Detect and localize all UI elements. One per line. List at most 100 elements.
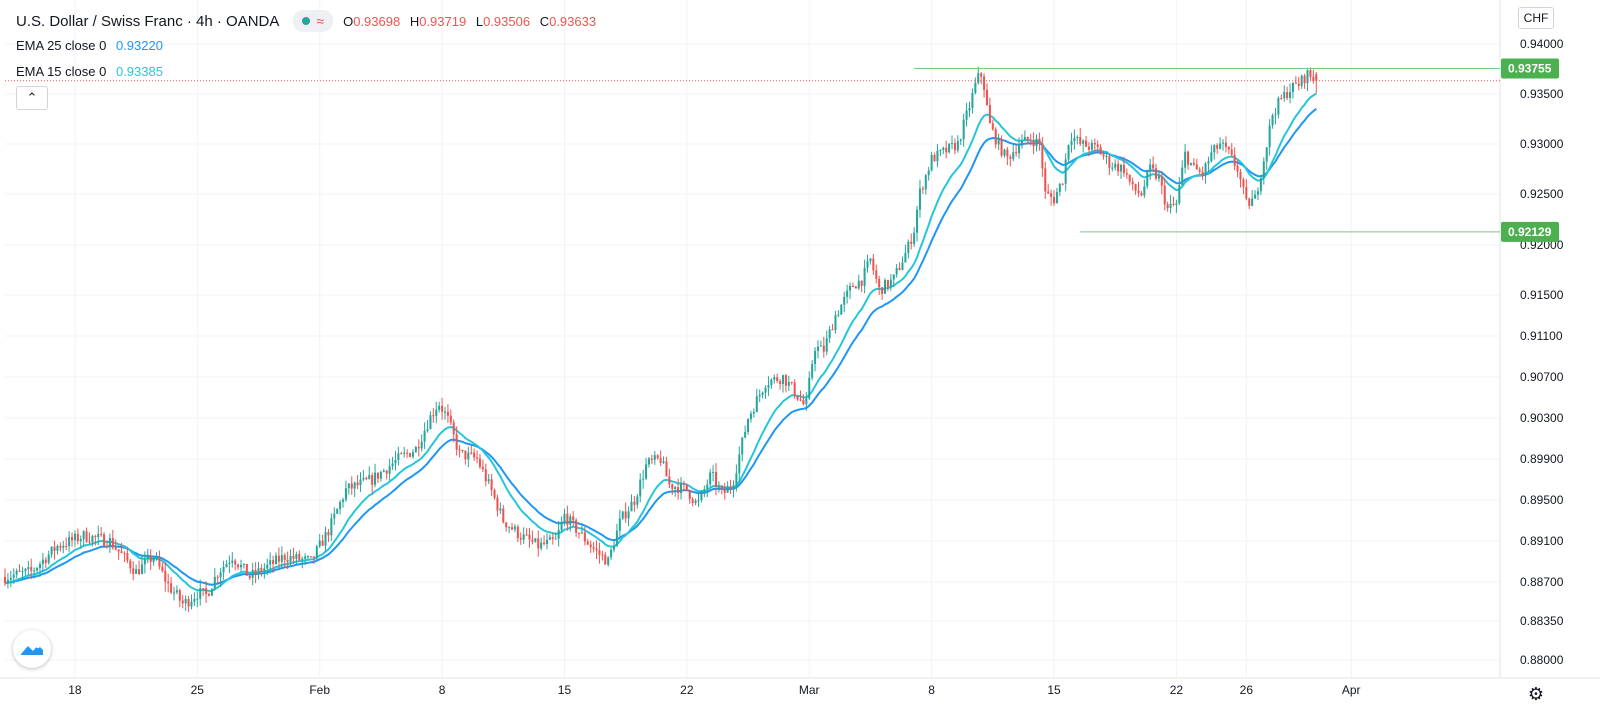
candle-body bbox=[974, 82, 977, 93]
candle-body bbox=[773, 377, 776, 380]
candle-body bbox=[155, 557, 158, 559]
candle-body bbox=[82, 531, 85, 540]
ema25-legend[interactable]: EMA 25 close 0 0.93220 bbox=[16, 38, 163, 53]
candle-body bbox=[808, 377, 811, 399]
close-value: 0.93633 bbox=[549, 13, 597, 29]
candle-body bbox=[103, 534, 106, 546]
candle-body bbox=[968, 107, 971, 111]
candle-body bbox=[586, 541, 589, 545]
candle-body bbox=[1172, 203, 1175, 205]
candle-body bbox=[642, 478, 645, 480]
candle-body bbox=[1219, 143, 1222, 149]
candle-body bbox=[1090, 142, 1093, 150]
candle-body bbox=[1274, 114, 1277, 116]
candle-body bbox=[700, 491, 703, 500]
candle-body bbox=[604, 554, 607, 565]
candle-body bbox=[860, 280, 863, 286]
candle-body bbox=[196, 598, 199, 600]
candle-body bbox=[1009, 156, 1012, 159]
candle-body bbox=[1070, 140, 1073, 146]
candle-body bbox=[266, 564, 269, 569]
candle-body bbox=[668, 476, 671, 485]
candle-body bbox=[135, 569, 138, 574]
candle-body bbox=[222, 566, 225, 573]
candle-body bbox=[1259, 178, 1262, 192]
candle-body bbox=[146, 555, 149, 560]
candle-body bbox=[1294, 82, 1297, 84]
candle-body bbox=[872, 258, 875, 271]
candle-body bbox=[534, 538, 537, 542]
candle-body bbox=[1254, 194, 1257, 199]
tradingview-logo-icon[interactable] bbox=[13, 630, 51, 668]
candle-body bbox=[44, 559, 47, 563]
settings-gear-icon[interactable]: ⚙ bbox=[1527, 684, 1545, 704]
candle-body bbox=[755, 396, 758, 413]
candle-body bbox=[341, 499, 345, 503]
low-value: 0.93506 bbox=[483, 13, 531, 29]
candle-body bbox=[630, 501, 633, 512]
candle-body bbox=[193, 598, 196, 602]
candle-body bbox=[1085, 140, 1088, 147]
candle-body bbox=[1210, 152, 1213, 162]
candle-body bbox=[461, 449, 464, 451]
ema15-legend[interactable]: EMA 15 close 0 0.93385 bbox=[16, 64, 163, 79]
logo-mark-icon bbox=[21, 643, 43, 655]
collapse-legend-button[interactable]: ⌃ bbox=[16, 86, 48, 110]
candle-body bbox=[1020, 140, 1023, 146]
time-tick-label: 8 bbox=[439, 683, 446, 697]
candle-body bbox=[15, 570, 18, 575]
candle-body bbox=[199, 588, 202, 599]
candle-body bbox=[933, 154, 936, 162]
candle-body bbox=[446, 411, 449, 416]
candle-body bbox=[312, 556, 315, 558]
candle-body bbox=[924, 175, 927, 190]
ema15-label: EMA 15 close 0 bbox=[16, 64, 107, 79]
time-tick-label: 22 bbox=[680, 683, 694, 697]
candle-body bbox=[286, 559, 289, 562]
candle-body bbox=[1303, 75, 1306, 84]
candle-body bbox=[965, 110, 968, 120]
candle-body bbox=[1041, 143, 1044, 169]
candle-body bbox=[543, 542, 546, 544]
candle-body bbox=[400, 453, 403, 455]
candle-body bbox=[394, 459, 397, 464]
candle-body bbox=[930, 154, 933, 171]
currency-button[interactable]: CHF bbox=[1518, 7, 1554, 29]
candle-body bbox=[1233, 154, 1236, 166]
candle-body bbox=[1087, 146, 1090, 150]
candle-body bbox=[315, 546, 318, 558]
candle-body bbox=[569, 516, 572, 525]
market-open-dot-icon bbox=[302, 17, 311, 25]
candle-body bbox=[164, 570, 167, 582]
candle-body bbox=[114, 547, 117, 550]
candle-body bbox=[280, 555, 283, 562]
candle-body bbox=[426, 429, 429, 431]
candle-body bbox=[12, 574, 15, 578]
candle-body bbox=[274, 555, 278, 564]
candle-body bbox=[496, 497, 499, 511]
candle-body bbox=[24, 569, 27, 572]
candle-body bbox=[464, 450, 467, 460]
candle-body bbox=[321, 540, 324, 546]
candle-body bbox=[481, 466, 484, 470]
candle-body bbox=[374, 472, 377, 485]
candle-body bbox=[691, 499, 694, 503]
candle-body bbox=[866, 261, 869, 268]
candle-body bbox=[519, 537, 522, 540]
candle-body bbox=[953, 143, 956, 151]
candle-body bbox=[309, 556, 312, 558]
time-tick-label: Mar bbox=[799, 683, 820, 697]
candle-body bbox=[307, 556, 310, 558]
symbol-title[interactable]: U.S. Dollar / Swiss Franc · 4h · OANDA bbox=[16, 12, 280, 30]
candle-body bbox=[97, 533, 100, 538]
market-status-pill[interactable]: ≈ bbox=[293, 10, 334, 32]
candle-body bbox=[892, 274, 895, 280]
candle-body bbox=[548, 537, 551, 540]
candle-body bbox=[1187, 151, 1190, 165]
candle-body bbox=[650, 458, 653, 460]
candle-body bbox=[1224, 142, 1227, 148]
ema25-value: 0.93220 bbox=[115, 38, 163, 53]
candle-body bbox=[170, 583, 173, 593]
